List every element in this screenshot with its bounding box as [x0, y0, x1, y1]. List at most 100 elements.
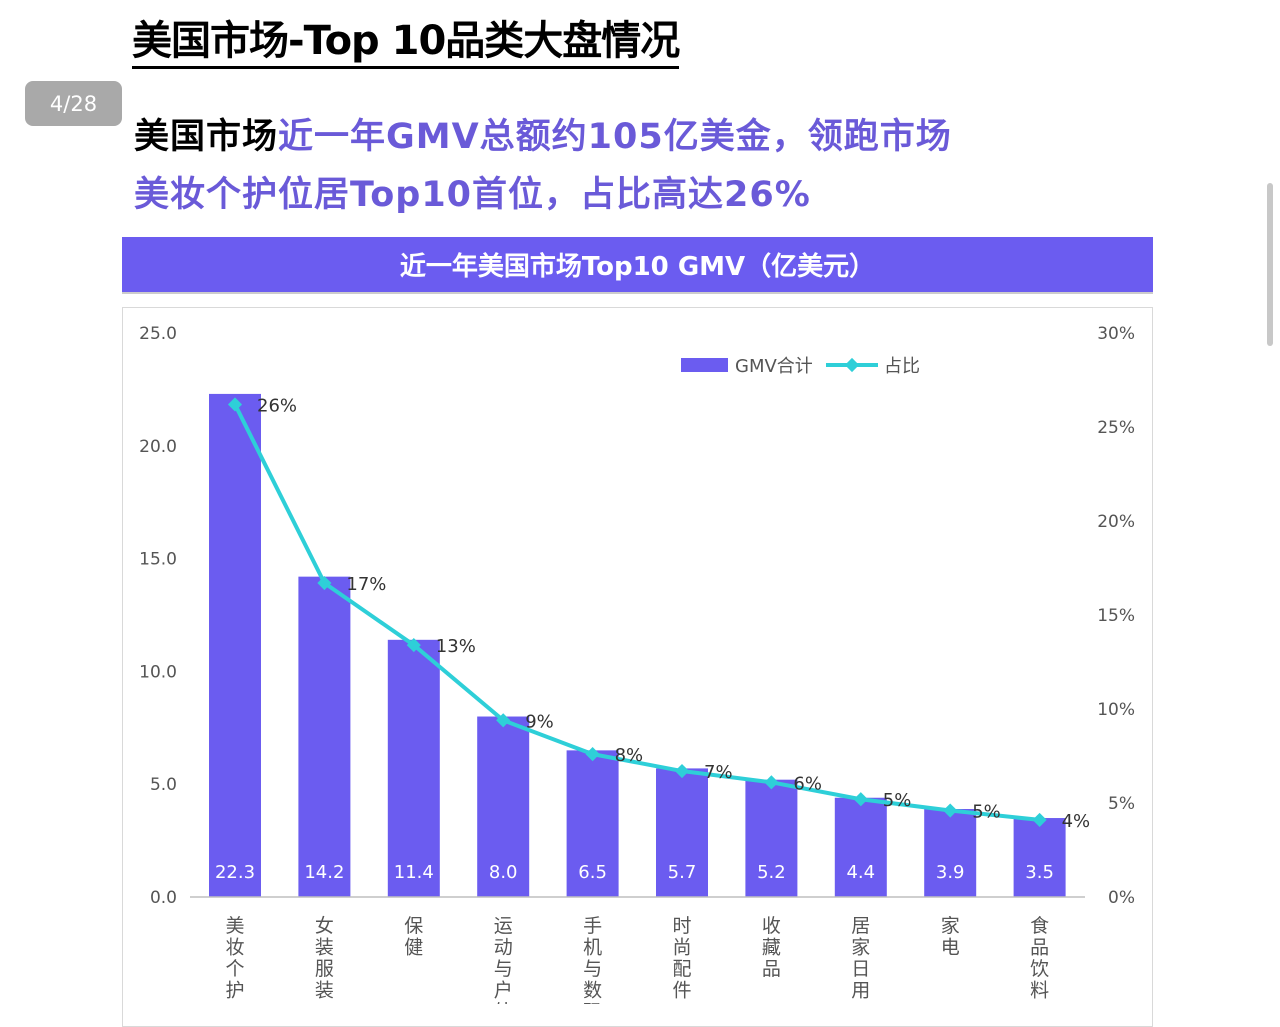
x-category-label-char: 配 [672, 958, 691, 980]
x-category-label-char: 件 [672, 980, 691, 1002]
headline-black: 美国市场 [134, 117, 279, 157]
share-marker [853, 792, 868, 807]
x-category-label-char: 妆 [225, 937, 244, 959]
x-category-label-char: 与 [583, 958, 602, 980]
x-category-label-char: 家 [941, 915, 960, 937]
bar [745, 779, 798, 897]
headline-purple-2: 美妆个护位居Top10首位，占比高达26% [134, 175, 811, 215]
x-category-label-char: 服 [315, 958, 334, 980]
x-category-label-char: 家 [851, 937, 870, 959]
y-left-tick-label: 15.0 [139, 550, 177, 570]
y-right-tick-label: 20% [1097, 512, 1135, 532]
y-right-tick-label: 25% [1097, 418, 1135, 438]
x-category-label-char: 码 [583, 1001, 602, 1004]
share-data-label: 6% [793, 773, 822, 794]
share-marker [317, 575, 332, 591]
share-marker [496, 713, 511, 728]
bar [834, 797, 887, 897]
bar-value-label: 11.4 [394, 862, 434, 883]
x-category-label-char: 品 [762, 958, 781, 980]
bar [298, 576, 351, 897]
bar [566, 750, 619, 897]
y-right-tick-label: 30% [1097, 324, 1135, 344]
x-category-label-char: 尚 [672, 937, 691, 959]
bar-value-label: 4.4 [846, 862, 875, 883]
bar-value-label: 14.2 [304, 862, 344, 883]
bar [924, 809, 977, 897]
bar-value-label: 5.2 [757, 862, 786, 883]
share-data-label: 5% [972, 802, 1001, 823]
x-category-label-char: 居 [851, 915, 870, 937]
headline: 美国市场近一年GMV总额约105亿美金，领跑市场 美妆个护位居Top10首位，占… [134, 108, 952, 224]
x-category-label-char: 用 [851, 980, 870, 1002]
x-category-label-char: 健 [404, 937, 423, 959]
share-marker [227, 397, 243, 412]
y-left-tick-label: 25.0 [139, 324, 177, 344]
x-category-label-char: 机 [583, 937, 602, 959]
x-category-label-char: 手 [583, 915, 602, 937]
share-data-label: 17% [346, 574, 386, 595]
x-category-label-char: 料 [1030, 980, 1049, 1002]
bar-value-label: 8.0 [489, 862, 518, 883]
bar [1013, 818, 1066, 897]
y-right-tick-label: 15% [1097, 606, 1135, 626]
x-category-label-char: 品 [1030, 937, 1049, 959]
bar [209, 393, 261, 897]
x-category-label-char: 户 [494, 980, 513, 1002]
legend-label-gmv: GMV合计 [735, 356, 813, 377]
bar-value-label: 5.7 [668, 862, 697, 883]
x-category-label-char: 护 [225, 980, 244, 1002]
x-category-label-char: 美 [225, 915, 244, 937]
page-title: 美国市场-Top 10品类大盘情况 [132, 18, 680, 69]
x-category-label-char: 动 [494, 937, 513, 959]
y-right-tick-label: 10% [1097, 700, 1135, 720]
x-category-label-char: 饮 [1030, 958, 1049, 980]
bar-value-label: 3.9 [936, 862, 965, 883]
bar-value-label: 22.3 [215, 862, 255, 883]
x-category-label-char: 日 [851, 958, 870, 980]
bar [387, 639, 440, 897]
x-category-label-char: 运 [494, 915, 513, 937]
share-marker [406, 638, 421, 653]
share-marker [674, 763, 690, 779]
x-category-label-char: 装 [315, 937, 334, 959]
share-data-label: 8% [615, 745, 644, 766]
chart-title-banner: 近一年美国市场Top10 GMV（亿美元） [122, 237, 1153, 294]
share-data-label: 5% [883, 790, 912, 811]
x-category-label-char: 电 [941, 937, 960, 959]
legend-label-share: 占比 [884, 356, 920, 377]
y-left-tick-label: 10.0 [139, 662, 177, 682]
x-category-label-char: 个 [225, 958, 244, 980]
x-category-label-char: 保 [404, 915, 423, 937]
share-data-label: 26% [257, 395, 297, 416]
share-marker [764, 775, 779, 790]
share-data-label: 9% [525, 711, 554, 732]
share-data-label: 7% [704, 762, 733, 783]
share-line [233, 403, 1040, 822]
bar [477, 716, 530, 897]
combo-chart: 0.0 5.0 10.0 15.0 20.0 25.0 0% 5% 10% 15% 20% 25% 30… [139, 324, 1135, 1004]
share-marker [1032, 812, 1047, 827]
x-category-label-char: 外 [494, 1001, 513, 1004]
y-left-tick-label: 0.0 [150, 888, 177, 908]
legend-line-marker [844, 357, 860, 373]
scrollbar[interactable] [1267, 183, 1273, 346]
y-right-tick-label: 5% [1108, 794, 1135, 814]
y-left-tick-label: 5.0 [150, 775, 177, 795]
legend-bar-swatch [681, 358, 728, 372]
x-category-label-char: 食 [1030, 915, 1049, 937]
y-right-tick-label: 0% [1108, 888, 1135, 908]
y-left-tick-label: 20.0 [139, 437, 177, 457]
x-category-label-char: 数 [583, 980, 602, 1002]
x-category-label-char: 女 [315, 915, 334, 937]
headline-purple-1: 近一年GMV总额约105亿美金，领跑市场 [278, 117, 952, 157]
share-marker [943, 803, 958, 818]
bar [656, 768, 708, 897]
x-category-label-char: 与 [494, 958, 513, 980]
x-category-label-char: 时 [672, 915, 691, 937]
bar-value-label: 6.5 [578, 862, 607, 883]
x-category-label-char: 收 [762, 915, 781, 937]
bar-value-label: 3.5 [1025, 862, 1054, 883]
share-data-label: 13% [436, 636, 476, 657]
share-marker [585, 747, 600, 762]
